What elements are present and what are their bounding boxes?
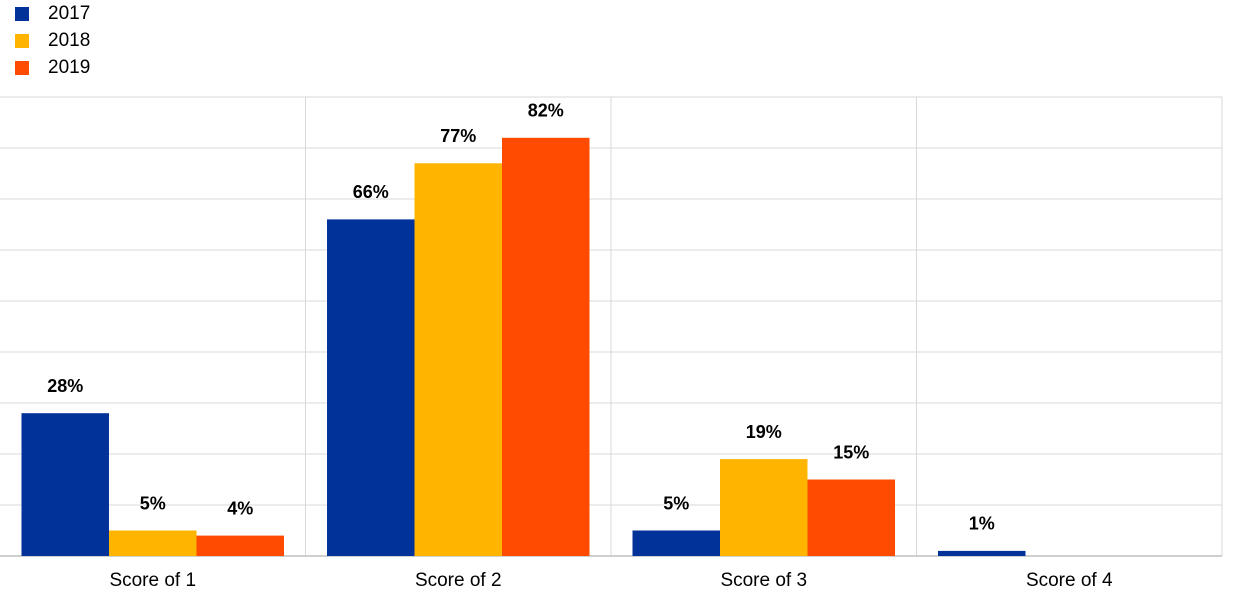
bar (720, 459, 808, 556)
value-label: 1% (969, 514, 995, 534)
bar (196, 535, 284, 556)
x-tick-label: Score of 3 (720, 570, 807, 591)
legend-swatch (15, 7, 29, 21)
bar (21, 413, 109, 556)
value-label: 66% (353, 182, 389, 202)
x-tick-label: Score of 4 (1026, 570, 1113, 591)
value-label: 5% (140, 493, 166, 513)
value-label: 28% (47, 376, 83, 396)
value-label: 19% (746, 422, 782, 442)
x-tick-label: Score of 2 (415, 570, 502, 591)
value-label: 5% (663, 493, 689, 513)
bar (502, 137, 590, 557)
x-tick-label: Score of 1 (109, 570, 196, 591)
bar (109, 530, 197, 556)
bar (414, 163, 502, 557)
value-label: 77% (440, 126, 476, 146)
legend-swatch (15, 61, 29, 75)
legend-label: 2017 (48, 3, 90, 24)
value-label: 15% (833, 442, 869, 462)
bar (632, 530, 720, 556)
legend-swatch (15, 34, 29, 48)
value-label: 82% (528, 101, 564, 121)
bar (327, 219, 415, 556)
bar (938, 550, 1026, 556)
legend-label: 2018 (48, 30, 90, 51)
legend-label: 2019 (48, 57, 90, 78)
value-label: 4% (227, 498, 253, 518)
bar (807, 479, 895, 556)
